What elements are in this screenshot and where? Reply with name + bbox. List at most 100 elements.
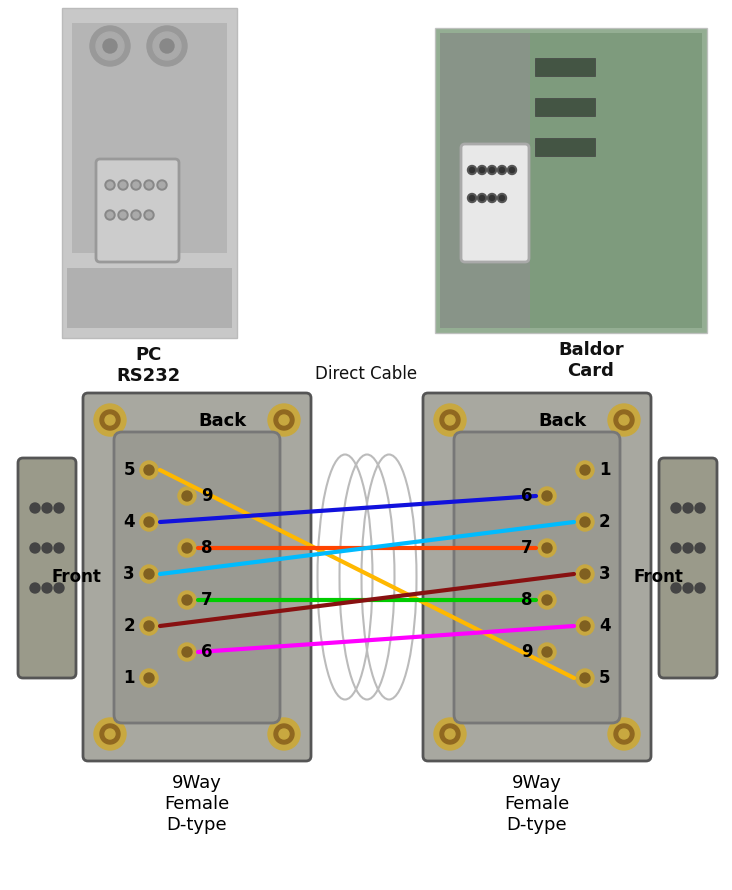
- Circle shape: [695, 543, 705, 553]
- Circle shape: [683, 503, 693, 513]
- Circle shape: [499, 196, 504, 200]
- Circle shape: [105, 210, 115, 220]
- Circle shape: [695, 503, 705, 513]
- Text: 4: 4: [124, 513, 135, 531]
- Circle shape: [100, 724, 120, 744]
- Text: 1: 1: [124, 669, 135, 687]
- FancyBboxPatch shape: [535, 58, 595, 76]
- Circle shape: [507, 166, 517, 174]
- Circle shape: [144, 621, 154, 631]
- Circle shape: [178, 643, 196, 661]
- Circle shape: [96, 32, 124, 60]
- FancyBboxPatch shape: [62, 8, 237, 338]
- Circle shape: [274, 724, 294, 744]
- Circle shape: [144, 180, 154, 190]
- Circle shape: [178, 539, 196, 557]
- Text: 5: 5: [124, 461, 135, 479]
- Circle shape: [576, 565, 594, 583]
- Circle shape: [434, 718, 466, 750]
- Text: 5: 5: [599, 669, 610, 687]
- FancyBboxPatch shape: [440, 33, 702, 328]
- Circle shape: [445, 729, 455, 739]
- FancyBboxPatch shape: [423, 393, 651, 761]
- Circle shape: [133, 182, 139, 188]
- Circle shape: [671, 583, 681, 593]
- Circle shape: [509, 167, 515, 173]
- FancyBboxPatch shape: [72, 23, 227, 253]
- Circle shape: [576, 513, 594, 531]
- Circle shape: [608, 404, 640, 436]
- Circle shape: [107, 212, 113, 218]
- FancyBboxPatch shape: [67, 268, 232, 328]
- Circle shape: [683, 543, 693, 553]
- Text: 8: 8: [201, 539, 212, 557]
- Circle shape: [94, 404, 126, 436]
- Circle shape: [268, 404, 300, 436]
- Circle shape: [279, 729, 289, 739]
- Circle shape: [133, 212, 139, 218]
- Circle shape: [469, 167, 474, 173]
- Circle shape: [614, 724, 634, 744]
- Circle shape: [434, 404, 466, 436]
- Text: Back: Back: [538, 412, 586, 430]
- Circle shape: [576, 461, 594, 479]
- Circle shape: [140, 513, 158, 531]
- Circle shape: [499, 167, 504, 173]
- Circle shape: [153, 32, 181, 60]
- Text: Direct Cable: Direct Cable: [315, 365, 417, 383]
- Circle shape: [274, 410, 294, 430]
- Circle shape: [468, 193, 477, 203]
- Circle shape: [490, 167, 495, 173]
- Circle shape: [542, 543, 552, 553]
- Circle shape: [131, 180, 141, 190]
- Circle shape: [268, 718, 300, 750]
- Circle shape: [146, 212, 152, 218]
- Circle shape: [54, 503, 64, 513]
- FancyBboxPatch shape: [454, 432, 620, 723]
- Circle shape: [614, 410, 634, 430]
- Circle shape: [490, 196, 495, 200]
- Circle shape: [542, 491, 552, 501]
- Circle shape: [157, 180, 167, 190]
- Text: 9: 9: [201, 487, 212, 505]
- Text: 3: 3: [124, 565, 135, 583]
- Circle shape: [94, 718, 126, 750]
- FancyBboxPatch shape: [18, 458, 76, 678]
- FancyBboxPatch shape: [535, 138, 595, 156]
- Circle shape: [160, 39, 174, 53]
- Circle shape: [182, 543, 192, 553]
- Circle shape: [683, 583, 693, 593]
- Circle shape: [182, 647, 192, 657]
- Circle shape: [488, 166, 496, 174]
- Circle shape: [542, 647, 552, 657]
- Circle shape: [479, 167, 485, 173]
- Circle shape: [103, 39, 117, 53]
- Circle shape: [100, 410, 120, 430]
- Circle shape: [54, 583, 64, 593]
- Text: 7: 7: [201, 591, 212, 609]
- Text: 8: 8: [521, 591, 533, 609]
- Text: 3: 3: [599, 565, 610, 583]
- Circle shape: [140, 461, 158, 479]
- Circle shape: [477, 193, 487, 203]
- Circle shape: [580, 569, 590, 579]
- Text: PC
RS232: PC RS232: [117, 346, 181, 384]
- Circle shape: [580, 517, 590, 527]
- Circle shape: [445, 415, 455, 425]
- Circle shape: [498, 166, 507, 174]
- Text: Front: Front: [633, 568, 683, 586]
- Circle shape: [118, 210, 128, 220]
- Circle shape: [54, 543, 64, 553]
- Text: 7: 7: [521, 539, 533, 557]
- Circle shape: [538, 591, 556, 609]
- Text: Baldor
Card: Baldor Card: [559, 341, 624, 380]
- FancyBboxPatch shape: [440, 33, 530, 328]
- FancyBboxPatch shape: [535, 98, 595, 116]
- Circle shape: [619, 729, 629, 739]
- Circle shape: [542, 595, 552, 605]
- Circle shape: [30, 503, 40, 513]
- Circle shape: [469, 196, 474, 200]
- Circle shape: [440, 724, 460, 744]
- Circle shape: [477, 166, 487, 174]
- Circle shape: [30, 543, 40, 553]
